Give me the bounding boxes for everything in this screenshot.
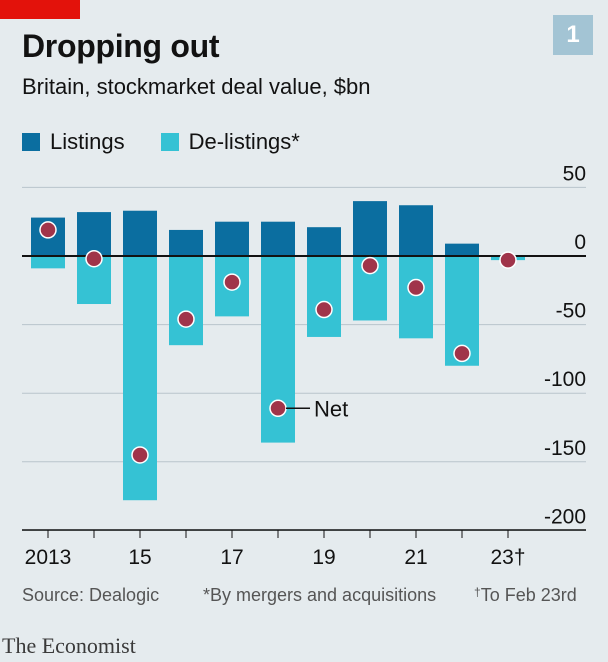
net-dot [223, 273, 241, 291]
net-annotation-label: Net [314, 396, 348, 421]
net-dot [39, 221, 57, 239]
x-tick-labels: 2013 15 17 19 21 23† [22, 529, 586, 569]
y-tick-labels: 50 0 -50 -100 -150 -200 [544, 162, 586, 528]
footnote-delistings: *By mergers and acquisitions [203, 585, 437, 605]
listings-bar [77, 212, 111, 256]
listings-bar [353, 201, 387, 256]
delistings-bar [31, 256, 65, 269]
dagger-mark: † [474, 585, 481, 599]
net-dot [407, 278, 425, 297]
legend: Listings De-listings* [22, 129, 336, 155]
listings-bar [261, 221, 295, 256]
legend-label-delistings: De-listings* [188, 129, 300, 154]
listings-bar [307, 227, 341, 256]
chart-title: Dropping out [22, 28, 220, 64]
x-tick-label: 2013 [25, 546, 72, 569]
brand-red-tag [0, 0, 80, 19]
chart-subtitle: Britain, stockmarket deal value, $bn [22, 74, 371, 99]
delistings-bar [307, 256, 341, 337]
x-tick-label: 21 [404, 546, 427, 569]
x-tick-label: 19 [312, 546, 335, 569]
listings-bar [215, 221, 249, 256]
y-tick-label: 0 [574, 231, 586, 254]
x-tick-label: 23† [490, 546, 525, 569]
listings-bar [169, 229, 203, 256]
y-tick-label: -100 [544, 368, 586, 391]
listings-bar [399, 205, 433, 256]
delistings-bar [169, 256, 203, 346]
y-tick-label: -200 [544, 505, 586, 528]
y-tick-label: 50 [563, 162, 586, 185]
net-dot [315, 300, 333, 319]
legend-item-delistings: De-listings* [160, 129, 300, 155]
net-dot [85, 249, 103, 268]
x-tick-label: 15 [128, 546, 151, 569]
y-tick-label: -50 [556, 300, 586, 323]
legend-label-listings: Listings [50, 129, 125, 154]
legend-swatch-delistings [160, 133, 179, 151]
legend-item-listings: Listings [22, 129, 125, 155]
delistings-bar [399, 256, 433, 339]
listings-bar [123, 210, 157, 256]
footnote-partial-year: †To Feb 23rd [474, 585, 577, 606]
net-dot [131, 446, 149, 464]
bars [31, 201, 525, 501]
net-dots [39, 221, 517, 464]
brand-wordmark: The Economist [2, 633, 136, 658]
footnote-partial-year-text: To Feb 23rd [480, 585, 577, 605]
net-dot [453, 344, 471, 363]
source-note: Source: Dealogic [22, 585, 160, 605]
legend-swatch-listings [22, 133, 40, 151]
chart-number-badge: 1 [553, 15, 593, 55]
net-dot [499, 251, 517, 269]
net-dot [269, 399, 287, 418]
listings-bar [445, 243, 479, 256]
net-dot [177, 310, 195, 328]
y-tick-label: -150 [544, 437, 586, 460]
annotations: Net [286, 396, 348, 421]
net-dot [361, 256, 379, 275]
x-tick-label: 17 [220, 546, 243, 569]
